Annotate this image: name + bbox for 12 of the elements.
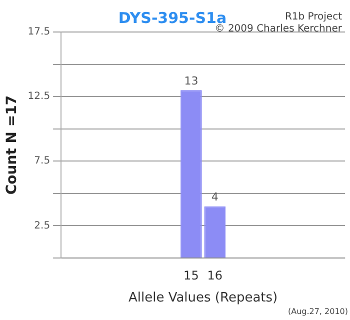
x-tick-label: 16 xyxy=(207,268,223,282)
x-axis-title: Allele Values (Repeats) xyxy=(128,290,278,306)
x-tick-label: 15 xyxy=(184,268,199,282)
text: (Aug.27, 2010) xyxy=(288,307,348,316)
y-tick-label: 17.5 xyxy=(28,26,50,38)
text: R1b Project xyxy=(284,12,342,23)
data-label: 13 xyxy=(184,74,198,88)
y-tick-label: 12.5 xyxy=(28,91,50,102)
y-tick-label: 2.5 xyxy=(34,220,50,232)
y-tick-label: 7.5 xyxy=(34,156,50,167)
data-label: 4 xyxy=(211,190,218,204)
y-axis-title: Count N =17 xyxy=(4,95,20,195)
